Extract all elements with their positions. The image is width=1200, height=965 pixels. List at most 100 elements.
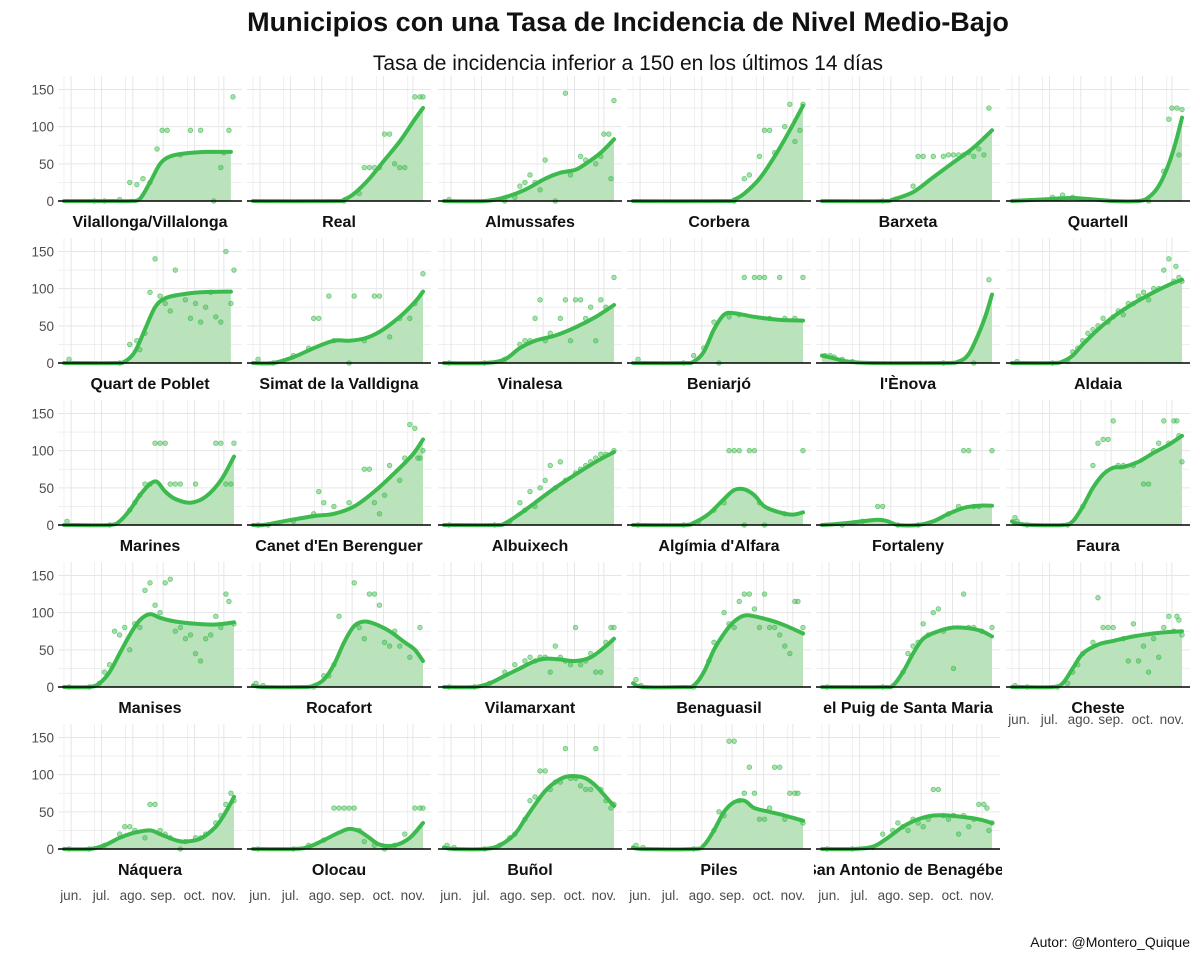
data-point: [142, 835, 148, 841]
panel-quart-de-poblet: 0 50 100 150 Quart de Poblet: [31, 238, 242, 393]
data-point: [593, 669, 599, 675]
data-point: [751, 274, 758, 281]
data-point: [223, 481, 229, 487]
x-tick-label: oct.: [1132, 712, 1154, 727]
panel-marines: 0 50 100 150 Marines: [31, 400, 242, 555]
data-point: [341, 805, 347, 811]
data-point: [223, 591, 229, 597]
data-point: [517, 183, 523, 189]
data-point: [989, 624, 995, 631]
panel-vilallonga-villalonga: 0 50 100 150 Vilallonga/Villalonga: [31, 76, 242, 231]
data-point: [1169, 105, 1175, 111]
data-point: [101, 669, 108, 675]
trend-line: [820, 292, 994, 366]
data-point: [371, 499, 378, 506]
x-tick-label: nov.: [212, 888, 237, 903]
data-point: [542, 768, 548, 774]
data-point: [208, 632, 214, 638]
data-point: [351, 805, 357, 811]
data-point: [152, 602, 158, 608]
x-tick-label: nov.: [592, 888, 617, 903]
data-point: [915, 153, 921, 160]
panel-albuixech: Albuixech: [438, 400, 622, 555]
data-point: [986, 277, 992, 283]
panel-l-enova: l'Ènova: [816, 238, 1000, 393]
x-tick-label: sep.: [530, 888, 556, 903]
data-point: [1130, 621, 1137, 627]
facet-label-real: Real: [322, 214, 356, 231]
data-point: [1156, 654, 1162, 660]
facet-label-canet-d-en-berenguer: Canet d'En Berenguer: [255, 538, 422, 555]
data-point: [522, 658, 528, 664]
data-point: [64, 518, 70, 524]
panel-vinalesa: Vinalesa: [438, 238, 622, 393]
data-point: [542, 477, 548, 484]
data-point: [741, 591, 747, 597]
data-point: [1179, 632, 1185, 638]
data-point: [608, 175, 614, 182]
trend-area: [444, 305, 614, 364]
data-point: [331, 503, 337, 510]
data-point: [172, 481, 178, 487]
data-point: [1174, 105, 1180, 111]
data-point: [795, 598, 801, 605]
x-tick-label: jun.: [59, 888, 82, 903]
data-point: [736, 447, 742, 454]
data-point: [376, 511, 383, 517]
data-point: [412, 805, 418, 811]
trend-area: [444, 775, 614, 850]
chart-caption: Autor: @Montero_Quique: [1030, 934, 1190, 950]
data-point: [1120, 311, 1126, 318]
facet-label-olocau: Olocau: [312, 862, 366, 879]
data-point: [572, 624, 579, 631]
data-point: [412, 94, 418, 100]
facet-label-san-antonio-de-benageber: San Antonio de Benagéber: [806, 862, 1010, 879]
data-point: [127, 179, 133, 186]
data-point: [111, 628, 118, 634]
panel-beniarjo: Beniarjó: [627, 238, 811, 393]
data-point: [336, 805, 342, 811]
data-point: [920, 153, 926, 160]
data-point: [920, 823, 926, 830]
facet-label-naquera: Náquera: [118, 862, 182, 879]
chart-title: Municipios con una Tasa de Incidencia de…: [247, 7, 1009, 37]
data-point: [512, 661, 518, 668]
data-point: [420, 447, 426, 454]
data-point: [127, 341, 133, 348]
trend-line: [62, 794, 236, 852]
facet-label-benaguasil: Benaguasil: [676, 700, 761, 717]
x-tick-label: sep.: [150, 888, 176, 903]
panel-cheste: Cheste jun. jul. ago. sep. oct. nov.: [1006, 562, 1190, 727]
x-tick-label: jun.: [817, 888, 840, 903]
panel-naquera: 0 50 100 150 Náquera jun. jul. ago. sep. oct. nov.: [31, 724, 242, 903]
y-tick-label: 100: [31, 768, 54, 783]
data-point: [381, 639, 388, 646]
data-point: [1105, 436, 1111, 443]
x-tick-label: oct.: [564, 888, 586, 903]
data-point: [356, 624, 362, 631]
trend-line: [1010, 115, 1184, 204]
panel-real: Real: [247, 76, 431, 231]
trend-area: [633, 615, 803, 688]
trend-area: [253, 621, 423, 688]
trend-area: [1012, 435, 1182, 526]
data-point: [1090, 462, 1096, 469]
data-point: [771, 624, 778, 631]
data-point: [960, 591, 967, 597]
data-point: [402, 164, 408, 171]
x-tick-label: jul.: [92, 888, 110, 903]
data-point: [157, 293, 163, 299]
data-point: [989, 447, 995, 454]
data-point: [147, 289, 153, 296]
x-tick-label: ago.: [120, 888, 146, 903]
y-tick-label: 0: [46, 842, 54, 857]
trend-area: [1012, 631, 1182, 688]
data-point: [371, 293, 378, 299]
facet-label-vilallonga-villalonga: Vilallonga/Villalonga: [72, 214, 227, 231]
data-point: [1135, 658, 1142, 664]
facet-label-vinalesa: Vinalesa: [498, 376, 563, 393]
data-point: [787, 650, 793, 657]
trend-line: [62, 612, 236, 690]
data-point: [346, 499, 352, 506]
data-point: [527, 172, 533, 178]
